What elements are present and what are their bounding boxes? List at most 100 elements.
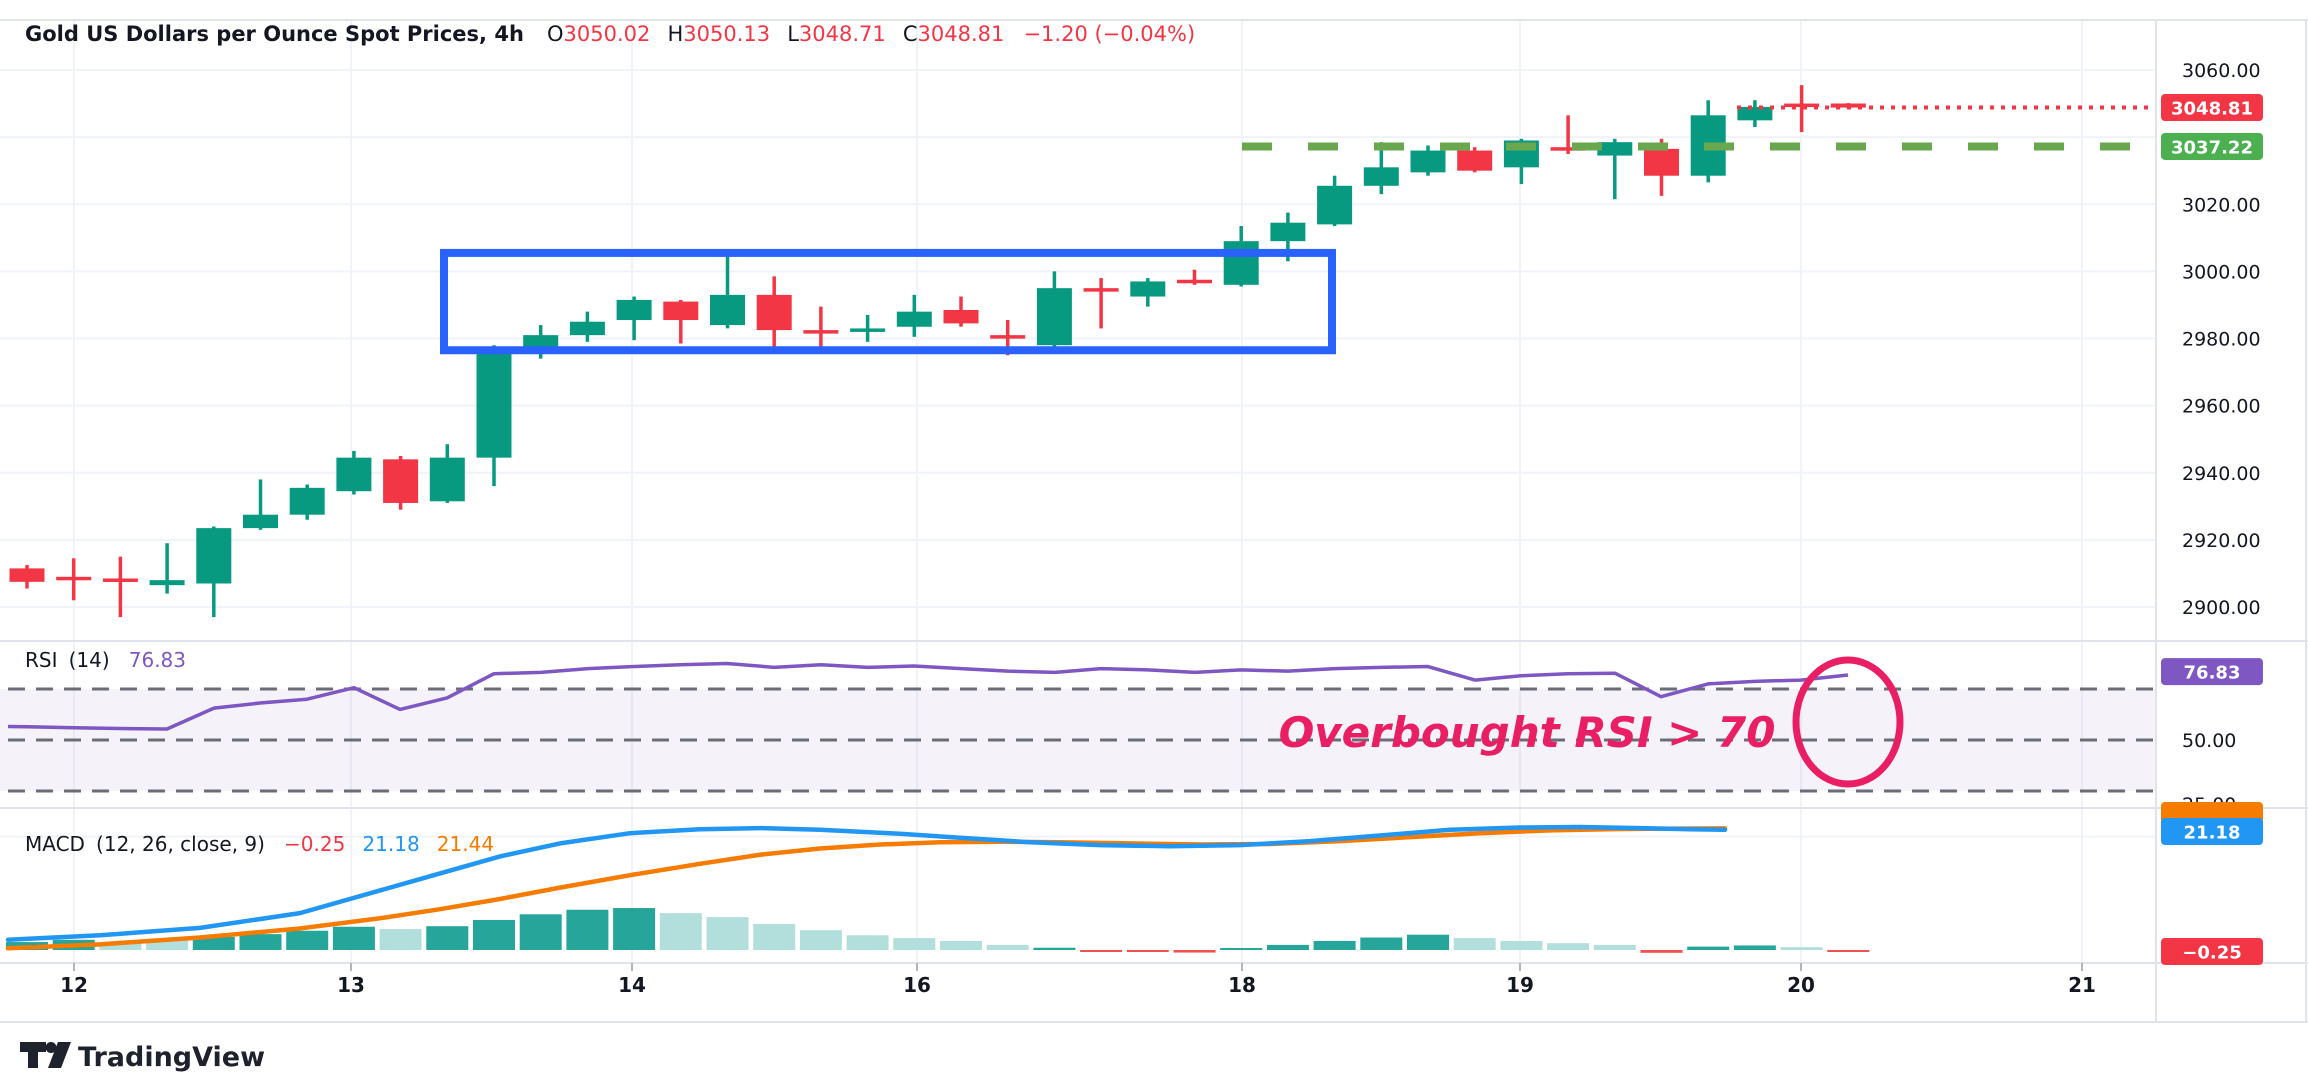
candle-up <box>196 526 232 618</box>
macd-histogram-bar <box>1500 940 1543 950</box>
ohlc-low-label: L <box>787 22 799 46</box>
drawing-annotations[interactable] <box>440 248 1904 788</box>
candle-down <box>1177 269 1212 285</box>
candle-up <box>476 345 512 487</box>
candle-up <box>616 296 652 341</box>
overbought-circle[interactable] <box>1792 656 1904 788</box>
consolidation-rectangle[interactable] <box>440 248 1336 355</box>
candle-body <box>1457 150 1493 171</box>
candle-body <box>383 459 419 503</box>
candle-up <box>1317 175 1353 227</box>
price-axis-label: 3060.00 <box>2182 60 2261 82</box>
price-badge-text: 3037.22 <box>2171 137 2253 158</box>
candle-body <box>9 568 45 582</box>
candle-down <box>756 276 792 351</box>
candle-body <box>1597 142 1633 156</box>
rsi-badge: 76.83 <box>2161 658 2263 686</box>
time-axis[interactable]: 12 13 14 16 18 19 20 21 <box>60 963 2096 997</box>
candle-up <box>1737 100 1773 128</box>
macd-badge-bg <box>2161 938 2263 965</box>
macd-histogram-bar <box>1547 943 1590 950</box>
candle-body <box>1550 147 1586 151</box>
macd-histogram-bar <box>659 913 702 950</box>
candle-body <box>1644 148 1679 176</box>
candle-body <box>616 299 652 321</box>
macd-histogram-bar <box>613 908 656 950</box>
macd-histogram-bar <box>799 930 842 950</box>
candle-body <box>569 321 605 336</box>
price-axis[interactable]: 3060.00 3020.00 3000.00 2980.00 2960.00 2940.… <box>2161 60 2263 965</box>
macd-histogram-bar <box>1080 950 1123 952</box>
rsi-pane[interactable] <box>0 661 2156 793</box>
candle-body <box>1223 241 1259 285</box>
macd-pane-label: MACD (12, 26, close, 9) −0.25 21.18 21.4… <box>25 832 494 856</box>
candle-up <box>243 479 278 530</box>
candle-up <box>1410 145 1446 176</box>
macd-histogram-bar <box>473 919 515 950</box>
candle-body <box>1083 288 1119 292</box>
candle-body <box>663 301 699 321</box>
rsi-pane-label: RSI (14) 76.83 <box>25 648 186 672</box>
time-axis-label[interactable]: 20 <box>1787 973 1815 997</box>
change-value: −1.20 (−0.04%) <box>1023 22 1195 46</box>
macd-badge-text: −0.25 <box>2182 943 2242 964</box>
macd-histogram-bar <box>192 936 235 950</box>
candle-up <box>149 543 185 594</box>
macd-histogram-bar <box>706 917 749 950</box>
time-axis-label[interactable]: 12 <box>60 973 88 997</box>
macd-histogram-bar <box>1780 947 1823 950</box>
macd-badge: 21.18 <box>2161 818 2263 845</box>
price-badge-bg <box>2161 94 2263 122</box>
ohlc-low-value: 3048.71 <box>799 22 886 46</box>
macd-pane[interactable] <box>5 824 1870 953</box>
price-badge-bg <box>2161 132 2263 160</box>
macd-badge-bg <box>2161 818 2263 845</box>
macd-badge: −0.25 <box>2161 938 2263 965</box>
rsi-line <box>7 661 1849 731</box>
macd-histogram-bar <box>986 944 1029 950</box>
macd-histogram-bar <box>239 934 282 950</box>
rsi-name: RSI <box>25 648 58 672</box>
candle-body <box>1317 185 1353 225</box>
candle-body <box>896 311 932 327</box>
macd-histogram-bar <box>426 926 469 950</box>
time-axis-label[interactable]: 18 <box>1228 973 1256 997</box>
tv-logo-v-icon <box>48 1042 71 1068</box>
candle-body <box>1784 103 1820 108</box>
candle-down <box>1083 278 1119 329</box>
candle-body <box>243 514 278 529</box>
price-badge: 3048.81 <box>2161 94 2263 122</box>
macd-signal-line <box>5 826 1728 951</box>
time-axis-label[interactable]: 19 <box>1506 973 1534 997</box>
ohlc-close-value: 3048.81 <box>918 22 1005 46</box>
macd-histogram-bar <box>1313 940 1356 950</box>
macd-histogram-bar <box>146 939 189 950</box>
rsi-axis-label: 50.00 <box>2182 730 2236 752</box>
ohlc-close-label: C <box>903 22 918 46</box>
macd-line-value: 21.18 <box>362 832 419 856</box>
candle-body <box>336 457 372 492</box>
candle-body <box>102 578 138 582</box>
candle-down <box>9 565 45 589</box>
time-axis-label[interactable]: 21 <box>2068 973 2096 997</box>
macd-signal-value: 21.44 <box>437 832 494 856</box>
candle-body <box>289 487 325 515</box>
candle-down <box>1644 138 1679 196</box>
candle-body <box>149 580 185 586</box>
macd-histogram-bar <box>1173 950 1216 953</box>
time-axis-label[interactable]: 13 <box>337 973 365 997</box>
candle-up <box>569 311 605 342</box>
candle-down <box>803 306 839 349</box>
macd-histogram-bar <box>99 942 142 950</box>
macd-params: (12, 26, close, 9) <box>96 832 265 856</box>
candlestick-pane[interactable] <box>9 85 2157 618</box>
candle-up <box>289 484 325 520</box>
candle-body <box>1036 288 1072 346</box>
candle-body <box>990 335 1026 339</box>
macd-histogram-bar <box>846 935 889 950</box>
time-axis-label[interactable]: 16 <box>903 973 931 997</box>
candle-up <box>1363 142 1399 195</box>
time-axis-label[interactable]: 14 <box>618 973 646 997</box>
tradingview-logo[interactable]: TradingView <box>20 1042 265 1073</box>
